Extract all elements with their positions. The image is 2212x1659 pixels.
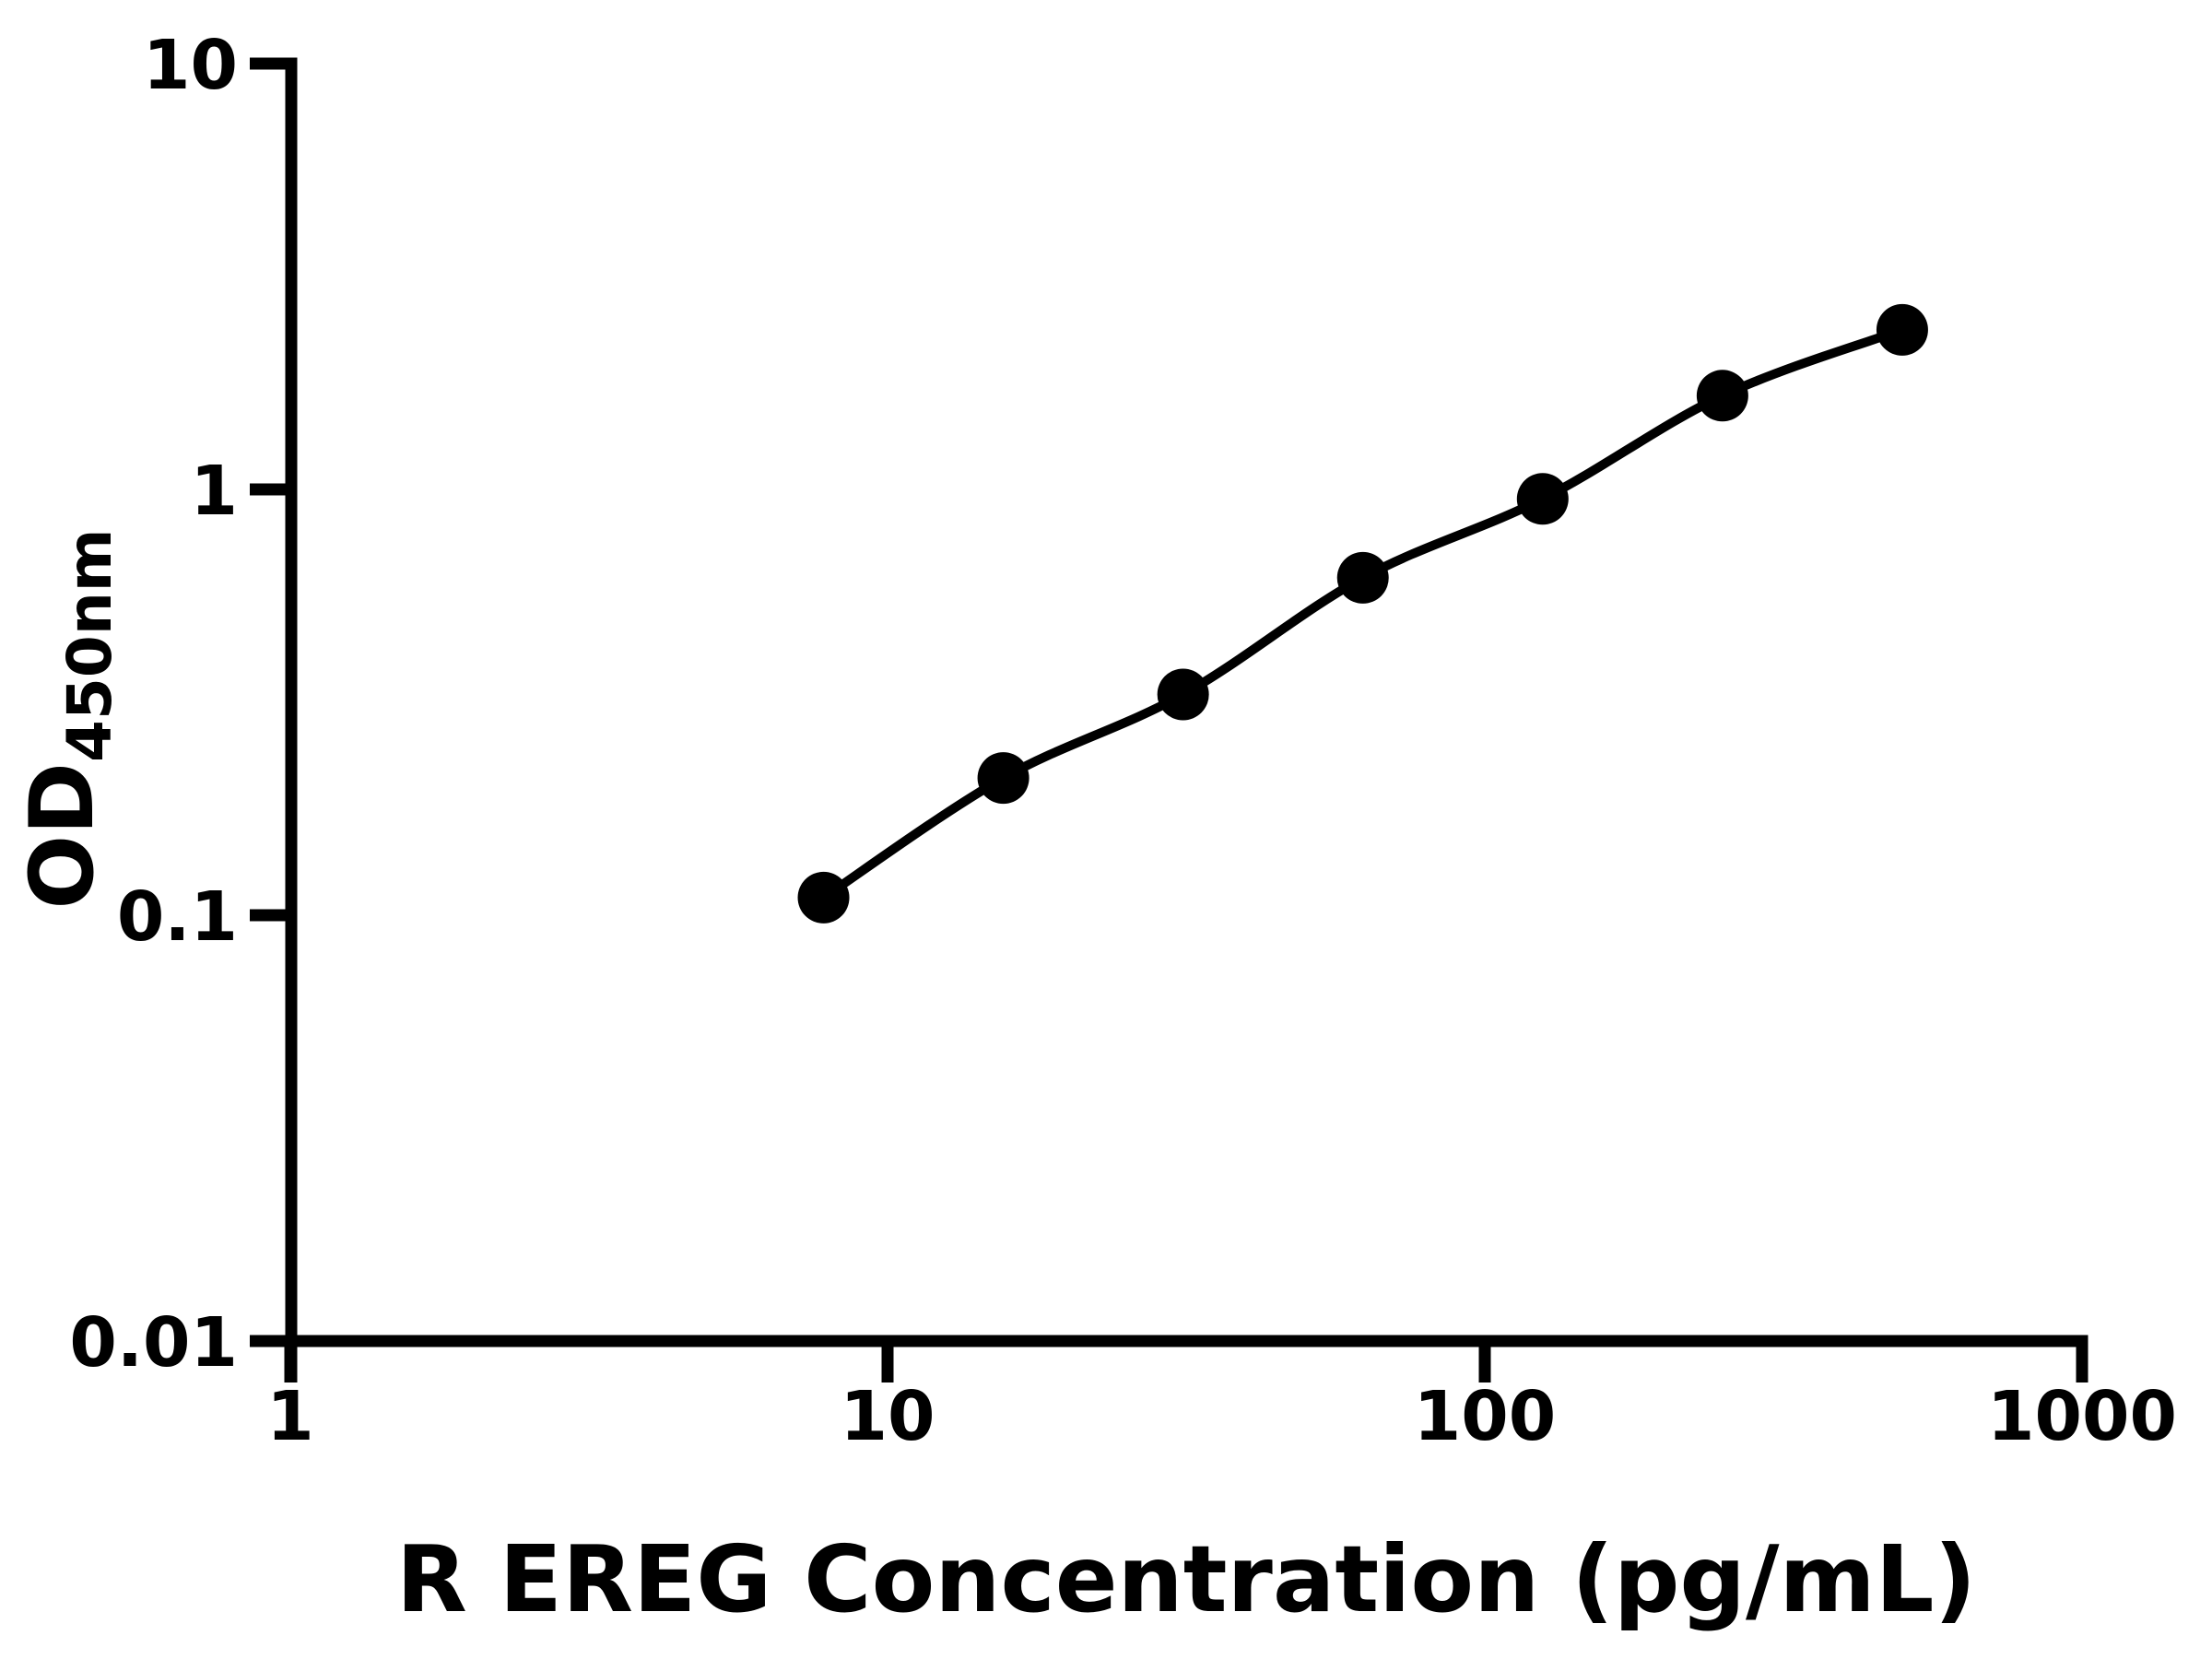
data-point-marker [1336,551,1389,604]
y-tick-label: 1 [191,452,239,531]
fit-curve [818,324,1907,902]
x-tick-label: 10 [841,1377,935,1456]
y-tick-label: 0.1 [117,877,238,957]
data-point-marker [1876,303,1928,356]
data-point-marker [977,752,1030,805]
x-axis-title: R EREG Concentration (pg/mL) [396,1525,1976,1633]
data-point-marker [1696,370,1748,422]
x-tick-label: 1 [266,1377,314,1456]
axes-layer [285,57,2088,1382]
y-tick-label: 10 [143,26,238,105]
y-axis-title-main: OD [12,762,113,910]
y-tick-label: 0.01 [69,1303,238,1382]
data-point-marker [1157,668,1209,721]
x-tick-label: 1000 [1987,1377,2177,1456]
x-tick-label: 100 [1414,1377,1556,1456]
y-axis-title: OD450nm [12,528,125,909]
ticks-layer: 0.01 0.1 1 10 1 10 100 1000 [69,26,2177,1456]
data-point-marker [1516,473,1569,525]
series-layer [797,303,1928,924]
data-point-marker [797,871,850,924]
y-axis-title-sub: 450nm [54,528,125,762]
